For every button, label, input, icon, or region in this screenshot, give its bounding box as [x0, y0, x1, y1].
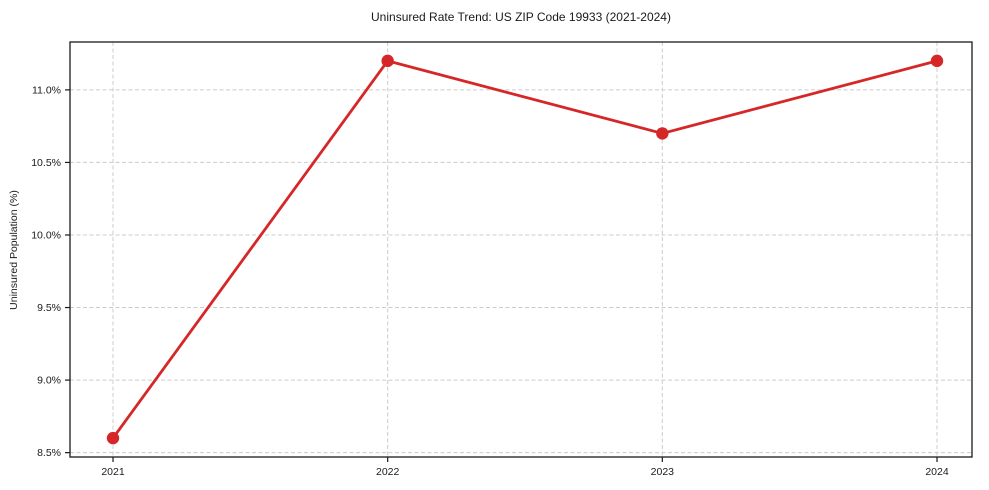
y-tick-label: 8.5%: [37, 447, 61, 459]
data-point: [656, 127, 669, 140]
y-tick-label: 10.0%: [31, 229, 61, 241]
x-tick-label: 2022: [376, 466, 400, 478]
y-tick-label: 10.5%: [31, 157, 61, 169]
y-tick-label: 9.0%: [37, 375, 61, 387]
plot-area: [70, 42, 972, 457]
data-point: [930, 54, 944, 68]
x-tick-label: 2024: [925, 466, 949, 478]
axes-frame: [69, 41, 973, 458]
data-point: [381, 54, 394, 68]
x-tick-label: 2023: [651, 466, 675, 478]
y-tick-label: 9.5%: [37, 302, 61, 314]
chart-title: Uninsured Rate Trend: US ZIP Code 19933 …: [371, 10, 671, 24]
data-point: [106, 431, 120, 445]
y-tick-label: 11.0%: [32, 84, 61, 96]
x-tick-label: 2021: [101, 466, 125, 478]
series-line: [111, 59, 939, 440]
